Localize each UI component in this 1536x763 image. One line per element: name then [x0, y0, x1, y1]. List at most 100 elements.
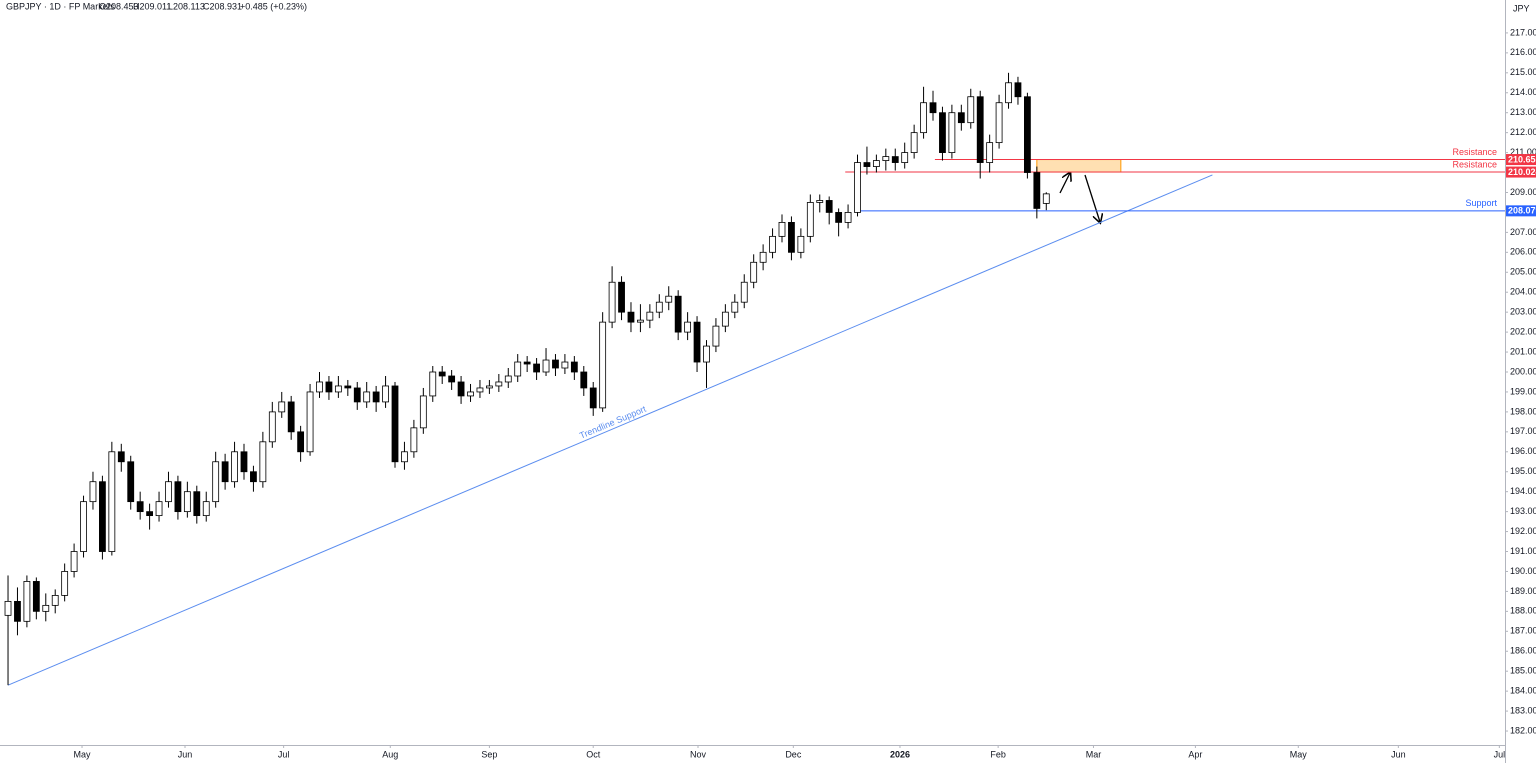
candle-body: [89, 481, 97, 503]
y-tick-label: 217.000: [1510, 27, 1536, 37]
y-tick-label: 182.000: [1510, 725, 1536, 735]
candle-body: [457, 381, 465, 397]
candle-body: [117, 451, 125, 463]
candle-body: [552, 359, 559, 369]
x-tick-label: Dec: [785, 749, 802, 759]
candle-body: [193, 491, 201, 517]
candle-body: [467, 391, 474, 397]
y-tick-label: 207.000: [1510, 227, 1536, 237]
y-tick-label: 201.000: [1510, 346, 1536, 356]
candle-body: [986, 142, 994, 163]
x-tick-label: May: [74, 749, 92, 759]
candle-body: [910, 132, 918, 153]
candle-body: [863, 162, 871, 167]
candle-body: [712, 325, 720, 347]
candle-body: [146, 511, 154, 517]
candle-body: [514, 361, 522, 377]
candle-body: [561, 361, 569, 369]
high: H209.011: [133, 1, 171, 11]
candle-body: [967, 96, 975, 124]
candle-body: [835, 212, 843, 223]
header: GBPJPY · 1D · FP Markets O208.453 H209.0…: [6, 1, 307, 11]
candle-body: [759, 251, 767, 263]
candle-body: [42, 604, 50, 612]
candle-body: [533, 363, 540, 373]
candle-body: [825, 200, 833, 213]
y-tick-label: 195.000: [1510, 466, 1536, 476]
candle-body: [448, 375, 456, 383]
candle-body: [155, 501, 163, 517]
y-tick-label: 211.000: [1510, 147, 1536, 157]
candle-body: [618, 281, 625, 313]
candle-body: [806, 202, 814, 237]
candle-body: [769, 235, 776, 253]
candle-body: [929, 102, 937, 114]
y-tick-label: 214.000: [1510, 87, 1536, 97]
candle-body: [259, 441, 267, 483]
candle-body: [4, 600, 12, 616]
candle-body: [995, 102, 1003, 144]
candle-body: [297, 431, 305, 453]
y-tick-label: 192.000: [1510, 526, 1536, 536]
x-tick-label: Nov: [690, 749, 707, 759]
candle-body: [854, 162, 861, 213]
candle-body: [797, 235, 805, 253]
candle-body: [1005, 82, 1012, 104]
candle-body: [495, 381, 503, 387]
candle-body: [523, 361, 531, 365]
candle-body: [382, 385, 389, 403]
candle-body: [344, 385, 352, 389]
x-tick-label: 2026: [890, 749, 910, 759]
candle-body: [23, 581, 31, 622]
candle-body: [788, 222, 795, 253]
candle-body: [731, 301, 739, 313]
candle-body: [570, 361, 578, 373]
candle-body: [250, 471, 257, 483]
candle-body: [401, 451, 408, 463]
candle-body: [627, 311, 635, 323]
candle-body: [608, 281, 616, 323]
close: C208.931: [203, 1, 242, 11]
y-tick-label: 196.000: [1510, 446, 1536, 456]
y-tick-label: 213.000: [1510, 107, 1536, 117]
arrow-down: [1084, 174, 1100, 222]
candle-body: [127, 461, 135, 503]
candle-body: [174, 481, 182, 513]
y-tick-label: 203.000: [1510, 307, 1536, 317]
candle-body: [976, 96, 984, 163]
candle-body: [740, 281, 748, 303]
candle-body: [212, 461, 220, 503]
candle-body: [476, 387, 484, 393]
candle-body: [99, 481, 106, 552]
x-tick-label: Jul: [1494, 749, 1506, 759]
candle-body: [316, 381, 323, 393]
candle-body: [325, 381, 333, 393]
y-tick-label: 205.000: [1510, 267, 1536, 277]
candle-body: [882, 156, 890, 161]
candle-body: [61, 571, 69, 596]
y-tick-label: 198.000: [1510, 406, 1536, 416]
y-tick-label: 200.000: [1510, 366, 1536, 376]
y-tick-label: 189.000: [1510, 586, 1536, 596]
low: L208.113: [168, 1, 205, 11]
y-tick-label: 191.000: [1510, 546, 1536, 556]
x-tick-label: Aug: [382, 749, 398, 759]
candle-body: [504, 375, 512, 383]
candle-body: [183, 491, 191, 513]
candle-body: [684, 321, 692, 333]
candle-body: [1042, 193, 1050, 204]
y-tick-label: 202.000: [1510, 326, 1536, 336]
candle-body: [703, 345, 710, 363]
candle-body: [419, 395, 427, 429]
candle-body: [353, 387, 361, 403]
candle-body: [438, 371, 446, 377]
candle-body: [844, 212, 852, 223]
candle-body: [637, 319, 644, 323]
candle-body: [721, 311, 729, 327]
currency: JPY: [1513, 3, 1530, 13]
candle-body: [580, 371, 588, 389]
x-tick-label: Jun: [178, 749, 193, 759]
y-tick-label: 184.000: [1510, 686, 1536, 696]
level-tag: [1506, 205, 1536, 217]
